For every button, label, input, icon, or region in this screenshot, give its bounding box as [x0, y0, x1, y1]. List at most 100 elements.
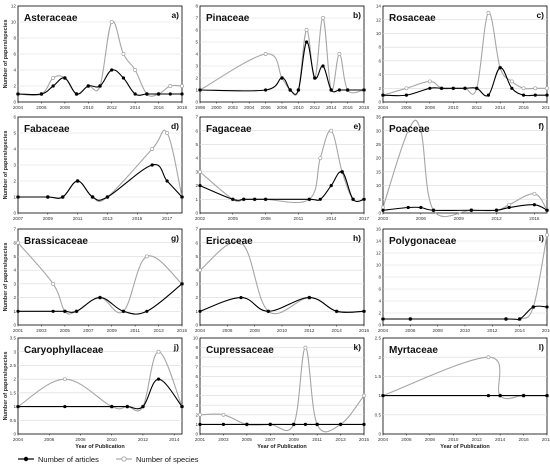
y-tick-label: 7 [195, 115, 198, 120]
data-point-species [521, 86, 526, 91]
data-point-articles [280, 76, 284, 80]
y-tick-label: 12 [11, 4, 17, 9]
y-tick-label: 0 [378, 211, 381, 216]
y-tick-label: 1 [378, 393, 381, 398]
x-tick-label: 2002 [228, 105, 239, 110]
legend-species-marker [121, 456, 127, 462]
y-axis-title: Number of papers/species [3, 131, 9, 200]
y-tick-label: 5 [195, 384, 198, 389]
x-tick-label: 2014 [326, 105, 337, 110]
x-tick-label: 2014 [169, 437, 180, 442]
data-point-articles [288, 88, 292, 92]
y-tick-label: 3 [195, 403, 198, 408]
data-point-articles [51, 309, 55, 313]
x-tick-label: 2016 [542, 328, 550, 333]
data-point-articles [545, 394, 549, 398]
data-point-species [509, 79, 514, 84]
x-tick-label: 2010 [293, 105, 304, 110]
data-point-species [486, 355, 491, 360]
data-point-articles [63, 404, 67, 409]
x-tick-label: 2003 [36, 328, 47, 333]
y-tick-label: 1.5 [10, 390, 17, 395]
data-point-articles [221, 422, 226, 426]
data-point-articles [165, 179, 169, 183]
y-tick-label: 0 [378, 323, 381, 328]
y-tick-label: 6 [195, 128, 198, 133]
y-tick-label: 0.5 [375, 412, 382, 417]
y-tick-label: 1 [13, 404, 16, 409]
x-tick-label: 2004 [13, 105, 24, 110]
x-tick-label: 2006 [260, 105, 271, 110]
x-tick-label: 2008 [425, 105, 436, 110]
data-point-articles [145, 92, 149, 96]
panel-letter: g) [171, 233, 179, 243]
x-tick-label: 2010 [448, 437, 459, 442]
panel-pinaceae: 0 1 2 3 4 5 6 7 8 1998 2000 2002 2004 2006 2008 2010 201… [195, 4, 370, 110]
x-tick-label: 2004 [378, 328, 389, 333]
y-tick-label: 2 [13, 377, 16, 382]
data-point-articles [231, 197, 235, 201]
data-point-articles [296, 88, 300, 92]
plot-area [382, 5, 548, 103]
data-point-articles [329, 183, 333, 188]
panel-letter: i) [539, 233, 544, 243]
data-point-articles [463, 86, 467, 90]
data-point-articles [362, 422, 366, 426]
y-tick-label: 1 [13, 195, 16, 200]
panel-title: Asteraceae [24, 13, 78, 24]
x-tick-label: 2014 [515, 328, 526, 333]
y-axis-title: Number of papers/species [3, 20, 9, 89]
data-point-articles [521, 394, 526, 398]
x-tick-label: 2003 [378, 216, 389, 221]
series-line-species [382, 119, 548, 218]
x-tick-label: 2004 [244, 105, 255, 110]
y-tick-label: 0 [195, 323, 198, 328]
data-point-species [150, 147, 155, 151]
x-tick-label: 2009 [289, 437, 300, 442]
data-point-articles [431, 208, 436, 212]
data-point-species [427, 79, 432, 84]
panel-letter: k) [353, 342, 361, 352]
y-tick-label: 2 [195, 76, 198, 81]
data-point-articles [419, 205, 423, 210]
data-point-articles [63, 76, 67, 80]
data-point-articles [168, 92, 172, 96]
panel-letter: j) [173, 342, 179, 352]
legend: Number of articles Number of species [18, 455, 199, 464]
data-point-articles [242, 197, 246, 201]
y-tick-label: 2 [13, 84, 16, 89]
data-point-articles [245, 422, 249, 426]
data-point-articles [292, 422, 296, 426]
y-axis-title: Number of papers/species [3, 352, 9, 421]
y-tick-label: 1 [195, 422, 198, 427]
data-point-articles [545, 208, 549, 212]
y-tick-label: 6 [378, 58, 381, 63]
x-tick-label: 2004 [13, 437, 24, 442]
x-tick-label: 2005 [242, 437, 253, 442]
data-point-species [545, 233, 549, 237]
y-tick-label: 2 [378, 86, 381, 91]
y-tick-label: 3 [195, 64, 198, 69]
x-tick-label: 2005 [60, 328, 71, 333]
data-point-species [318, 156, 323, 161]
panel-title: Rosaceae [389, 13, 436, 24]
y-tick-label: 30 [376, 128, 382, 133]
panel-asteraceae: 0 2 4 6 8 10 12 2004 2006 2008 2010 2012 2014 2016 201… [3, 4, 188, 110]
y-tick-label: 6 [13, 52, 16, 57]
data-point-species [362, 393, 366, 398]
x-tick-label: 2016 [342, 105, 353, 110]
y-tick-label: 2 [378, 311, 381, 316]
data-point-species [418, 128, 423, 133]
data-point-articles [46, 195, 50, 199]
x-tick-label: 1998 [195, 105, 206, 110]
data-point-articles [340, 170, 344, 174]
x-tick-label: 2016 [359, 328, 370, 333]
y-tick-label: 6 [13, 115, 16, 120]
x-tick-label: 2011 [312, 437, 322, 442]
x-tick-label: 2012 [472, 437, 483, 442]
y-tick-label: 2 [195, 183, 198, 188]
data-point-articles [156, 92, 161, 96]
series-line-articles [17, 283, 183, 315]
x-tick-label: 2008 [433, 328, 444, 333]
